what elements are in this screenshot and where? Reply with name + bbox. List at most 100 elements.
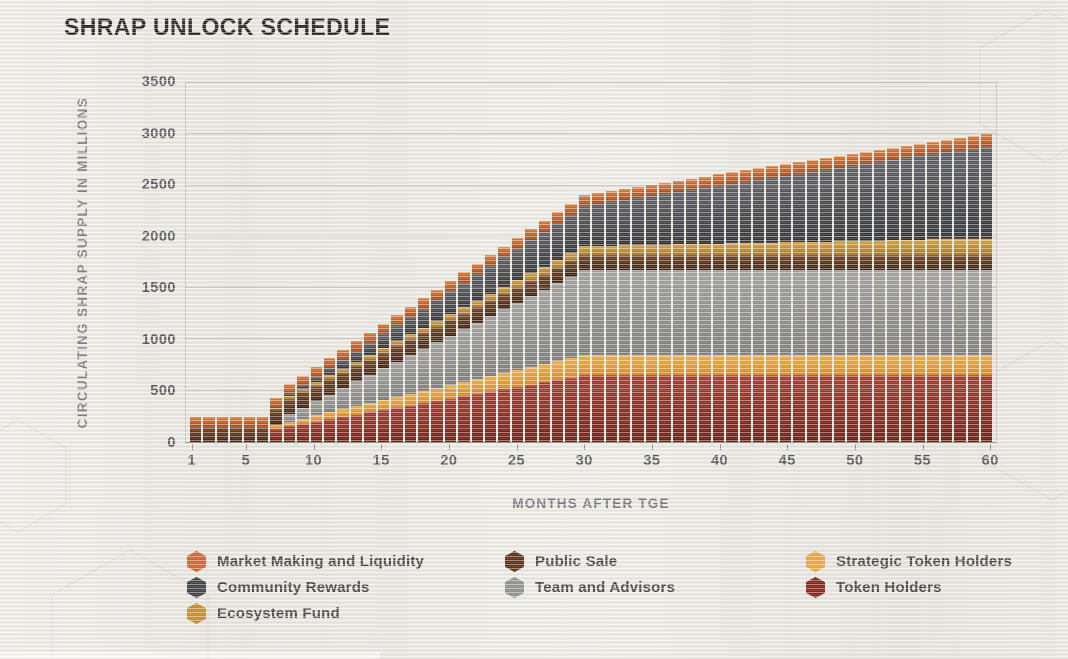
segment-strategic-token-holders (712, 354, 725, 376)
segment-strategic-token-holders (350, 406, 363, 415)
segment-market-making-and-liquidity (980, 134, 993, 148)
bar-month-42 (739, 83, 752, 442)
segment-public-sale (310, 385, 323, 402)
segment-strategic-token-holders (605, 354, 617, 376)
segment-ecosystem-fund (444, 314, 457, 321)
legend-item-public-sale: Public Sale (505, 551, 806, 572)
segment-team-and-advisors (471, 322, 483, 380)
y-tick-2000: 2000 (141, 228, 176, 245)
segment-public-sale (525, 280, 537, 297)
segment-team-and-advisors (417, 348, 430, 392)
bar-month-9 (297, 83, 309, 442)
x-tick-60: 60 (981, 453, 999, 469)
segment-ecosystem-fund (458, 307, 470, 314)
x-tick-25: 25 (507, 453, 526, 469)
segment-community-rewards (592, 204, 604, 246)
bar-month-7 (270, 83, 282, 442)
legend-label: Community Rewards (217, 579, 370, 596)
segment-ecosystem-fund (538, 266, 550, 275)
segment-public-sale (967, 254, 979, 271)
x-tick-mark-50 (854, 444, 856, 450)
segment-public-sale (230, 426, 242, 442)
segment-ecosystem-fund (551, 259, 564, 268)
segment-public-sale (913, 254, 926, 271)
segment-market-making-and-liquidity (699, 176, 711, 189)
segment-community-rewards (779, 176, 792, 243)
segment-ecosystem-fund (431, 321, 443, 327)
segment-token-holders (270, 428, 282, 442)
segment-public-sale (324, 379, 336, 395)
segment-strategic-token-holders (471, 379, 483, 394)
segment-team-and-advisors (820, 270, 832, 355)
segment-team-and-advisors (793, 270, 805, 355)
segment-community-rewards (391, 325, 403, 342)
segment-strategic-token-holders (940, 354, 953, 376)
x-tick-40: 40 (710, 453, 729, 469)
x-tick-mark-15 (381, 444, 383, 450)
segment-market-making-and-liquidity (283, 384, 296, 394)
segment-team-and-advisors (404, 355, 416, 395)
segment-token-holders (404, 405, 416, 442)
segment-ecosystem-fund (565, 252, 577, 262)
segment-community-rewards (766, 178, 778, 243)
segment-token-holders (498, 389, 510, 442)
segment-market-making-and-liquidity (793, 162, 805, 175)
segment-token-holders (471, 393, 483, 442)
segment-community-rewards (310, 376, 323, 383)
segment-community-rewards (484, 265, 497, 294)
segment-team-and-advisors (806, 270, 819, 355)
segment-community-rewards (699, 188, 711, 244)
bar-month-34 (632, 83, 644, 442)
segment-community-rewards (471, 274, 483, 301)
segment-public-sale (444, 320, 457, 336)
segment-team-and-advisors (913, 270, 926, 355)
bar-month-41 (726, 83, 738, 442)
x-tick-20: 20 (440, 453, 458, 469)
bar-month-37 (672, 83, 685, 442)
bar-month-12 (337, 83, 349, 442)
segment-market-making-and-liquidity (498, 246, 510, 258)
segment-market-making-and-liquidity (404, 306, 416, 318)
segment-ecosystem-fund (873, 240, 886, 255)
segment-public-sale (592, 254, 604, 271)
segment-market-making-and-liquidity (525, 229, 537, 241)
legend-label: Strategic Token Holders (836, 553, 1013, 570)
segment-strategic-token-holders (860, 354, 872, 376)
segment-strategic-token-holders (444, 385, 457, 399)
segment-strategic-token-holders (793, 354, 805, 376)
segment-strategic-token-holders (324, 412, 336, 420)
segment-community-rewards (377, 334, 390, 348)
segment-team-and-advisors (511, 302, 524, 370)
segment-community-rewards (350, 351, 363, 362)
segment-market-making-and-liquidity (538, 220, 550, 232)
segment-team-and-advisors (672, 270, 685, 355)
segment-community-rewards (364, 342, 376, 355)
segment-public-sale (873, 254, 886, 271)
bar-month-45 (779, 83, 792, 442)
segment-token-holders (391, 407, 403, 442)
x-tick-mark-1 (191, 444, 193, 450)
segment-public-sale (605, 254, 617, 271)
segment-public-sale (712, 254, 725, 271)
bar-month-43 (753, 83, 765, 442)
segment-community-rewards (605, 202, 617, 246)
segment-strategic-token-holders (270, 424, 282, 429)
segment-strategic-token-holders (820, 354, 832, 376)
segment-ecosystem-fund (927, 239, 939, 255)
segment-public-sale (954, 254, 966, 271)
y-tick-3000: 3000 (141, 125, 176, 142)
segment-ecosystem-fund (954, 239, 966, 255)
legend-item-community-rewards: Community Rewards (187, 577, 505, 598)
segment-market-making-and-liquidity (954, 137, 966, 151)
segment-token-holders (565, 377, 577, 442)
x-tick-45: 45 (778, 453, 796, 469)
y-tick-labels: 0 500 1000 1500 2000 2500 3000 3500 (112, 74, 176, 451)
bar-month-48 (820, 83, 832, 442)
segment-community-rewards (846, 166, 859, 242)
segment-community-rewards (444, 291, 457, 315)
segment-token-holders (766, 375, 778, 442)
y-tick-500: 500 (150, 383, 176, 400)
bar-month-11 (324, 83, 336, 442)
gridline-2000 (186, 235, 996, 237)
segment-strategic-token-holders (980, 354, 993, 376)
